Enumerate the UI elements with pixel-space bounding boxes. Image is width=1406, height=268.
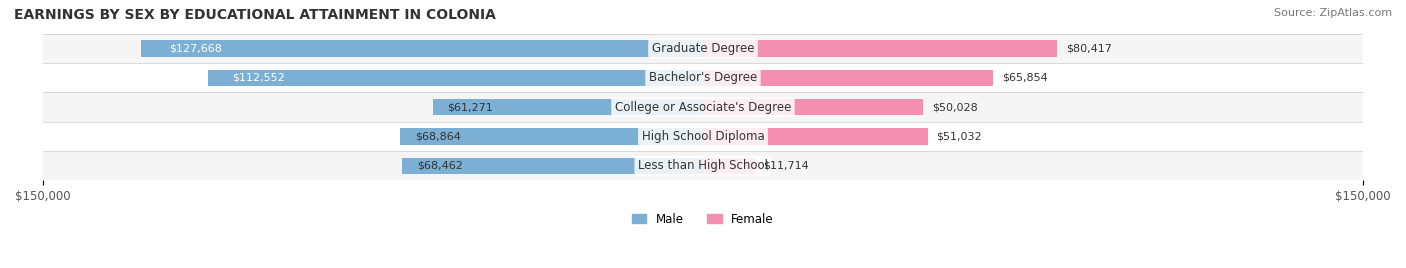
Legend: Male, Female: Male, Female — [627, 208, 779, 230]
Bar — [141, 40, 703, 57]
Text: Graduate Degree: Graduate Degree — [652, 42, 754, 55]
Text: High School Diploma: High School Diploma — [641, 130, 765, 143]
Bar — [703, 99, 924, 115]
Text: Source: ZipAtlas.com: Source: ZipAtlas.com — [1274, 8, 1392, 18]
Bar — [42, 151, 1364, 180]
Bar — [402, 158, 703, 174]
Bar — [208, 70, 703, 86]
Text: $50,028: $50,028 — [932, 102, 977, 112]
Bar — [703, 40, 1057, 57]
Text: College or Associate's Degree: College or Associate's Degree — [614, 100, 792, 114]
Bar — [42, 92, 1364, 122]
Text: $68,462: $68,462 — [416, 161, 463, 171]
Text: EARNINGS BY SEX BY EDUCATIONAL ATTAINMENT IN COLONIA: EARNINGS BY SEX BY EDUCATIONAL ATTAINMEN… — [14, 8, 496, 22]
Text: $112,552: $112,552 — [232, 73, 285, 83]
Text: Bachelor's Degree: Bachelor's Degree — [650, 71, 756, 84]
Bar — [42, 63, 1364, 92]
Text: $61,271: $61,271 — [447, 102, 492, 112]
Text: $127,668: $127,668 — [169, 43, 222, 53]
Text: $65,854: $65,854 — [1001, 73, 1047, 83]
Bar — [433, 99, 703, 115]
Bar — [42, 34, 1364, 63]
Bar — [703, 158, 755, 174]
Text: $51,032: $51,032 — [936, 132, 981, 142]
Bar — [703, 128, 928, 144]
Text: Less than High School: Less than High School — [638, 159, 768, 172]
Bar — [42, 122, 1364, 151]
Bar — [399, 128, 703, 144]
Bar — [703, 70, 993, 86]
Text: $80,417: $80,417 — [1066, 43, 1112, 53]
Text: $11,714: $11,714 — [763, 161, 808, 171]
Text: $68,864: $68,864 — [415, 132, 461, 142]
